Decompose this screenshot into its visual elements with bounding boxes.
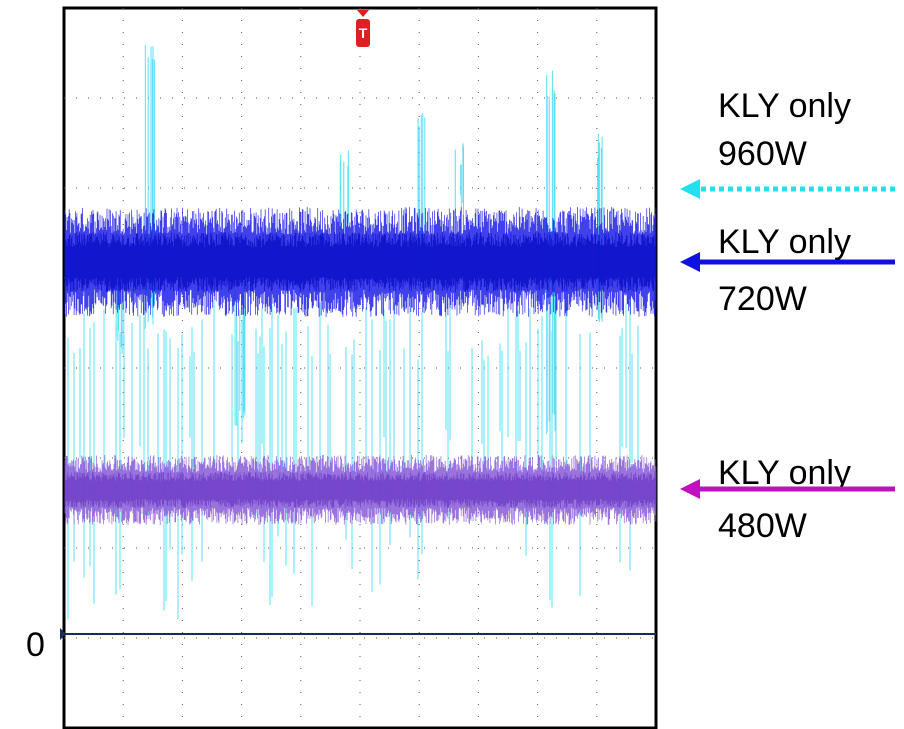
label-power: 960W	[718, 135, 807, 173]
arrow-head	[680, 252, 700, 272]
label-power: 480W	[718, 507, 807, 545]
label-title: KLY only	[718, 223, 851, 261]
scope-screenshot: 0 T KLY only 960W KLY only 720W KLY only…	[0, 0, 904, 729]
zero-label: 0	[26, 626, 45, 664]
arrow-head	[680, 479, 700, 499]
label-title: KLY only	[718, 454, 851, 492]
trigger-label: T	[359, 25, 368, 41]
arrow-head	[680, 179, 700, 199]
label-title: KLY only	[718, 87, 851, 125]
label-power: 720W	[718, 280, 807, 318]
